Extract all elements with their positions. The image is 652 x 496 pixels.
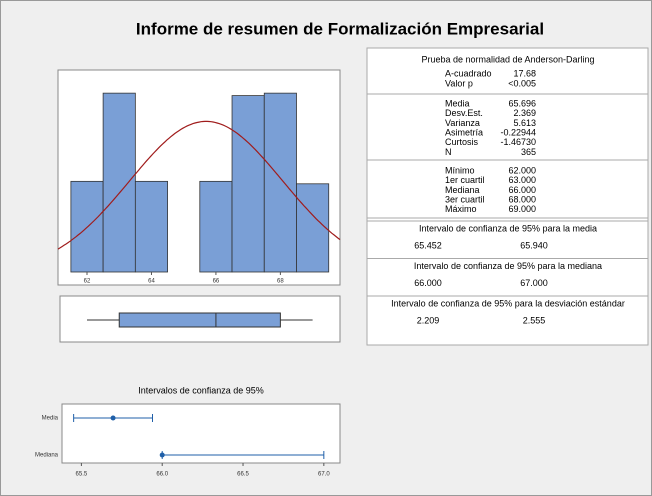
interval-upper: 65.940 — [520, 240, 548, 250]
stat-value: 63.000 — [508, 175, 536, 185]
stat-value: 62.000 — [508, 165, 536, 175]
x-tick-label: 67.0 — [318, 472, 330, 478]
stat-label: Desv.Est. — [445, 108, 483, 118]
stat-value: 65.696 — [508, 98, 536, 108]
stat-label: Valor p — [445, 78, 473, 88]
stat-label: 1er cuartil — [445, 175, 485, 185]
stat-label: Curtosis — [445, 137, 479, 147]
ci-point — [110, 415, 116, 421]
stat-label: Media — [445, 98, 470, 108]
stat-label: 3er cuartil — [445, 194, 485, 204]
stat-label: Varianza — [445, 118, 480, 128]
interval-title: Intervalos de confianza de 95% — [138, 385, 264, 395]
box — [118, 312, 281, 328]
y-tick-label: Mediana — [35, 453, 59, 459]
stat-label: N — [445, 147, 452, 157]
table-heading: Prueba de normalidad de Anderson-Darling — [421, 54, 594, 64]
bar — [231, 95, 265, 273]
interval-upper: 67.000 — [520, 278, 548, 288]
stat-value: <0.005 — [508, 78, 536, 88]
x-tick-label: 62 — [84, 279, 91, 285]
interval-heading: Intervalo de confianza de 95% para la de… — [391, 298, 625, 308]
normal-curve — [57, 120, 341, 250]
stat-label: Mínimo — [445, 165, 475, 175]
stat-label: Mediana — [445, 185, 480, 195]
stat-label: A-cuadrado — [445, 68, 492, 78]
x-tick-label: 68 — [277, 279, 284, 285]
stat-value: 365 — [521, 147, 536, 157]
interval-frame — [61, 403, 341, 464]
interval-upper: 2.555 — [523, 315, 546, 325]
stat-value: 66.000 — [508, 185, 536, 195]
ci-point — [159, 452, 165, 458]
x-tick-label: 66 — [213, 279, 220, 285]
report-title: Informe de resumen de Formalización Empr… — [136, 19, 544, 38]
bar — [296, 183, 330, 273]
stat-value: 68.000 — [508, 194, 536, 204]
interval-heading: Intervalo de confianza de 95% para la me… — [414, 261, 602, 271]
bar — [102, 92, 136, 273]
x-tick-label: 65.5 — [76, 472, 88, 478]
bar — [263, 92, 297, 273]
x-tick-label: 66.5 — [237, 472, 249, 478]
stat-value: 2.369 — [513, 108, 536, 118]
stat-label: Asimetría — [445, 127, 483, 137]
stat-value: -0.22944 — [500, 127, 536, 137]
bar — [134, 180, 168, 273]
y-tick-label: Media — [42, 416, 59, 422]
stat-value: 5.613 — [513, 118, 536, 128]
stat-value: -1.46730 — [500, 137, 536, 147]
interval-heading: Intervalo de confianza de 95% para la me… — [419, 223, 597, 233]
interval-lower: 2.209 — [417, 315, 440, 325]
bar — [199, 180, 233, 273]
stat-value: 69.000 — [508, 204, 536, 214]
x-tick-label: 66.0 — [156, 472, 168, 478]
stat-value: 17.68 — [513, 68, 536, 78]
stat-label: Máximo — [445, 204, 477, 214]
interval-lower: 66.000 — [414, 278, 442, 288]
interval-lower: 65.452 — [414, 240, 442, 250]
x-tick-label: 64 — [148, 279, 155, 285]
